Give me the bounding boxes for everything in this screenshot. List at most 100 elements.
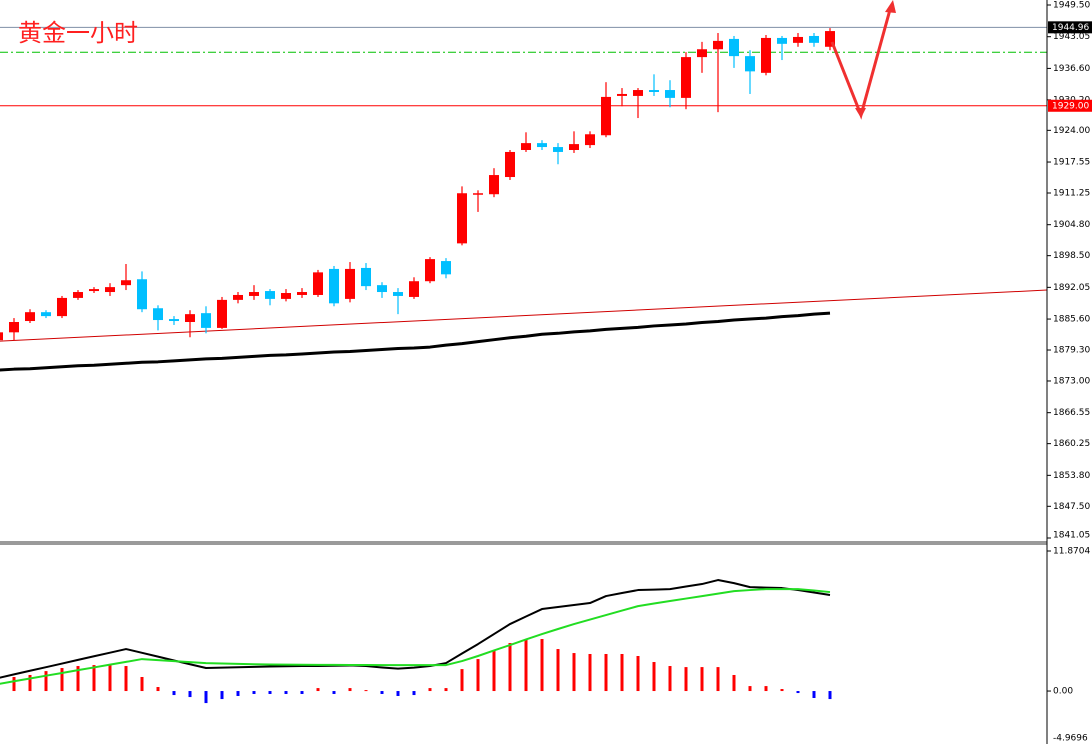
y-tick-label: 1885.60 [1053, 315, 1090, 325]
candle-body [25, 312, 35, 322]
candle-body [585, 134, 595, 146]
histogram-bar [668, 666, 672, 692]
histogram-bar [796, 691, 800, 694]
candle-body [713, 40, 723, 50]
candle-body [345, 268, 355, 299]
histogram-bar [204, 691, 208, 704]
candle-body [601, 96, 611, 136]
y-tick-label: 1904.80 [1053, 220, 1090, 230]
candle-body [425, 259, 435, 282]
histogram-bar [284, 691, 288, 694]
candle-body [233, 294, 243, 300]
candle-body [153, 308, 163, 321]
candle-body [313, 272, 323, 295]
y-tick-label: 1860.25 [1053, 439, 1090, 449]
candle-body [121, 280, 131, 286]
y-tick-label: 1936.60 [1053, 64, 1090, 74]
histogram-bar [60, 668, 64, 692]
histogram-bar [172, 691, 176, 696]
histogram-bar [188, 691, 192, 698]
histogram-bar [412, 691, 416, 696]
histogram-bar [380, 691, 384, 694]
histogram-bar [236, 691, 240, 696]
moving-average [0, 311, 831, 372]
histogram-bar [764, 686, 768, 692]
candle-body [265, 291, 275, 299]
candle-body [185, 314, 195, 323]
histogram-bar [652, 662, 656, 692]
candle-body [633, 90, 643, 96]
candle-body [41, 312, 51, 317]
candle-body [89, 289, 99, 292]
candle-body [329, 268, 339, 304]
candle-body [537, 143, 547, 148]
y-tick-label: 1898.50 [1053, 251, 1090, 261]
candle-body [73, 292, 83, 298]
y-tick-label: 1917.55 [1053, 158, 1090, 168]
candle-body [793, 36, 803, 43]
y-tick-label: 1943.05 [1053, 32, 1090, 42]
candle-body [457, 193, 467, 244]
y-tick-label: 1924.00 [1053, 126, 1090, 136]
candle-body [297, 292, 307, 295]
y-tick-label: 1949.50 [1053, 1, 1090, 11]
histogram-bar [252, 691, 256, 694]
y-tick-label: 1879.30 [1053, 346, 1090, 356]
candle-body [217, 299, 227, 328]
histogram-bar [492, 650, 496, 692]
histogram-bar [828, 691, 832, 700]
histogram-bar [428, 688, 432, 692]
candle-body [809, 35, 819, 43]
trendline [0, 289, 1048, 342]
histogram-bar [28, 674, 32, 692]
histogram-bar [220, 691, 224, 700]
histogram-bar [812, 691, 816, 698]
candle-body [761, 37, 771, 73]
candle-body [409, 281, 419, 297]
histogram-bar [476, 659, 480, 692]
price-label: 1929.00 [1052, 101, 1089, 111]
histogram-bar [396, 691, 400, 696]
y-tick-label: 1841.05 [1053, 531, 1090, 541]
candle-body [281, 293, 291, 299]
histogram-bar [732, 674, 736, 692]
histogram-bar [12, 676, 16, 692]
candle-body [505, 151, 515, 178]
histogram-bar [508, 643, 512, 692]
histogram-bar [108, 664, 112, 692]
y-tick-label: 1892.05 [1053, 283, 1090, 293]
chart-title: 黄金一小时 [18, 19, 138, 47]
candle-body [521, 143, 531, 150]
y-tick-label: 1873.00 [1053, 376, 1090, 386]
candle-body [0, 332, 3, 341]
candle-body [569, 144, 579, 150]
candle-body [617, 93, 627, 96]
candle-body [473, 193, 483, 195]
histogram-bar [748, 686, 752, 692]
histogram-bar [44, 671, 48, 692]
panel-separator [0, 541, 1047, 545]
candle-body [169, 319, 179, 322]
candle-body [249, 292, 259, 296]
candle-body [57, 297, 67, 317]
histogram-bar [780, 689, 784, 692]
candle-body [697, 49, 707, 58]
plot-layer [0, 26, 1048, 704]
histogram-bar [604, 653, 608, 692]
y-tick-label: 1847.50 [1053, 502, 1090, 512]
candle-body [377, 285, 387, 293]
histogram-bar [716, 667, 720, 692]
candle-body [649, 90, 659, 93]
histogram-bar [156, 687, 160, 692]
candle-body [441, 261, 451, 275]
candle-body [729, 38, 739, 57]
candle-body [681, 57, 691, 98]
histogram-bar [700, 667, 704, 692]
histogram-bar [300, 691, 304, 694]
candle-body [9, 322, 19, 333]
histogram-bar [556, 649, 560, 692]
price-label-box [1048, 99, 1092, 112]
histogram-bar [364, 690, 368, 692]
